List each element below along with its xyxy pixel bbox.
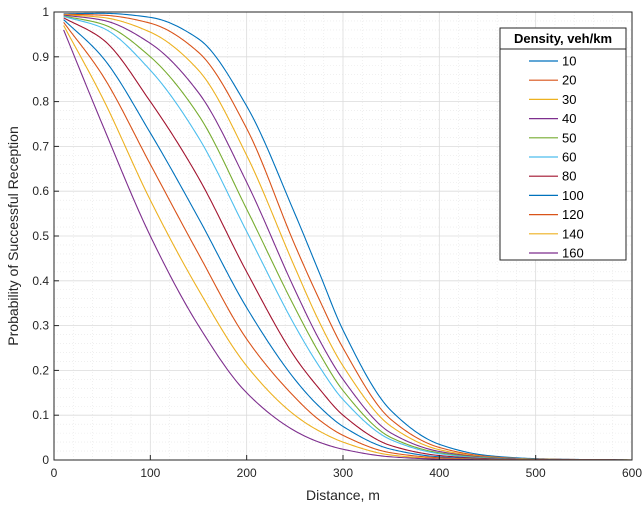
legend-label-80: 80 xyxy=(562,169,576,184)
legend-label-30: 30 xyxy=(562,92,576,107)
y-axis-label: Probability of Successful Reception xyxy=(5,126,21,345)
y-tick-label: 0.1 xyxy=(32,408,49,422)
y-tick-label: 0.6 xyxy=(32,184,49,198)
legend-label-50: 50 xyxy=(562,130,576,145)
x-tick-label: 400 xyxy=(429,466,449,480)
x-tick-label: 0 xyxy=(51,466,58,480)
legend-label-160: 160 xyxy=(562,246,584,261)
x-tick-label: 500 xyxy=(526,466,546,480)
legend-label-120: 120 xyxy=(562,207,584,222)
y-tick-label: 0.8 xyxy=(32,95,49,109)
y-tick-label: 0.4 xyxy=(32,274,49,288)
x-tick-label: 100 xyxy=(140,466,160,480)
legend: Density, veh/km 10 20 30 40 50 60 80 100 120 140 1… xyxy=(500,28,626,261)
legend-label-100: 100 xyxy=(562,188,584,203)
y-tick-label: 0.9 xyxy=(32,50,49,64)
y-tick-label: 0 xyxy=(42,453,49,467)
x-tick-label: 600 xyxy=(622,466,642,480)
y-tick-label: 1 xyxy=(42,5,49,19)
legend-label-20: 20 xyxy=(562,73,576,88)
legend-title: Density, veh/km xyxy=(514,31,612,46)
y-tick-label: 0.5 xyxy=(32,229,49,243)
legend-label-10: 10 xyxy=(562,54,576,69)
x-axis-label: Distance, m xyxy=(306,487,380,503)
y-tick-label: 0.2 xyxy=(32,363,49,377)
legend-label-40: 40 xyxy=(562,111,576,126)
legend-label-60: 60 xyxy=(562,150,576,165)
y-tick-label: 0.3 xyxy=(32,319,49,333)
legend-label-140: 140 xyxy=(562,226,584,241)
x-tick-label: 200 xyxy=(237,466,257,480)
y-tick-label: 0.7 xyxy=(32,139,49,153)
x-tick-label: 300 xyxy=(333,466,353,480)
